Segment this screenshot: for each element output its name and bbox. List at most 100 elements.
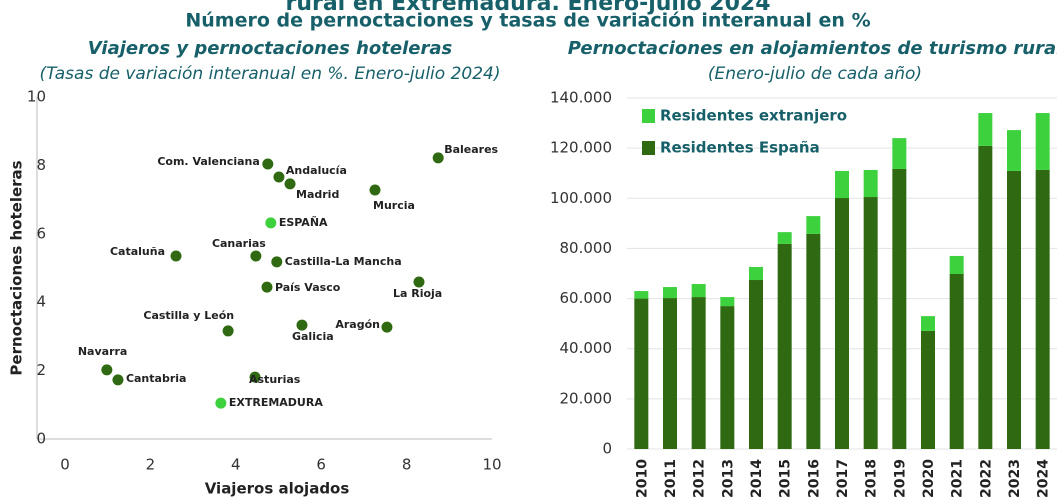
bar-segment — [777, 243, 792, 449]
y-tick-label: 0 — [602, 440, 612, 458]
x-tick-label: 2019 — [892, 459, 908, 498]
point-label: Madrid — [296, 188, 339, 201]
bar-segment — [691, 284, 706, 298]
bar-segment — [1035, 169, 1050, 449]
x-tick-label: 2013 — [720, 459, 736, 498]
point-label: Canarias — [212, 237, 266, 250]
x-tick-label: 2012 — [692, 459, 708, 498]
point — [273, 171, 285, 183]
point — [296, 319, 308, 331]
chart-subtitle: (Tasas de variación interanual en %. Ene… — [40, 64, 501, 84]
point — [262, 158, 274, 170]
point — [101, 364, 113, 376]
x-tick-label: 2021 — [950, 459, 966, 498]
x-tick-label: 0 — [60, 456, 70, 474]
point-label: Castilla y León — [143, 309, 234, 322]
point-label: EXTREMADURA — [229, 396, 323, 409]
point — [413, 276, 425, 288]
point-label: Cataluña — [110, 245, 165, 258]
point-label: Navarra — [78, 345, 128, 358]
point-label: Cantabria — [126, 372, 187, 385]
y-tick-label: 0 — [36, 430, 46, 448]
y-tick-label: 80.000 — [560, 239, 613, 257]
bar-segment — [634, 298, 649, 449]
point — [170, 250, 182, 262]
point — [112, 374, 124, 386]
bar-segment — [1007, 130, 1021, 171]
point — [265, 217, 277, 229]
x-tick-label: 2015 — [778, 459, 794, 498]
x-tick-label: 2023 — [1007, 459, 1023, 498]
x-tick-label: 2020 — [921, 459, 937, 498]
bar-segment — [749, 280, 763, 449]
x-tick-label: 2011 — [663, 459, 679, 498]
point-label: Asturias — [249, 373, 301, 386]
y-tick-label: 120.000 — [550, 139, 612, 157]
point-label: Castilla-La Mancha — [285, 255, 402, 268]
point — [381, 321, 393, 333]
bar-segment — [835, 198, 849, 449]
x-tick-label: 8 — [402, 456, 412, 474]
bar-segment — [777, 232, 792, 244]
y-tick-label: 4 — [36, 293, 46, 311]
bar-segment — [806, 233, 821, 449]
point-label: Andalucía — [286, 164, 347, 177]
y-tick-label: 140.000 — [550, 89, 612, 107]
bar-segment — [806, 216, 821, 234]
x-tick-label: 4 — [231, 456, 241, 474]
bar-segment — [634, 291, 649, 299]
y-axis-label: Pernoctaciones hoteleras — [8, 160, 26, 375]
x-tick-label: 2024 — [1036, 459, 1052, 498]
bar-segment — [863, 197, 878, 449]
x-tick-label: 6 — [316, 456, 326, 474]
point-label: Baleares — [444, 143, 498, 156]
bar-segment — [949, 255, 964, 275]
point-label: Galicia — [292, 330, 334, 343]
point — [271, 256, 283, 268]
bar-segment — [978, 145, 993, 450]
point — [261, 281, 273, 293]
bar-segment — [949, 274, 964, 449]
point — [215, 397, 227, 409]
bar-segment — [663, 287, 677, 299]
legend-swatch — [642, 141, 655, 155]
bar-segment — [720, 306, 735, 449]
bar-segment — [978, 113, 993, 146]
y-tick-label: 10 — [27, 88, 46, 106]
chart-subtitle: (Enero-julio de cada año) — [708, 64, 922, 84]
legend-swatch — [642, 109, 655, 123]
x-tick-label: 2 — [146, 456, 156, 474]
y-tick-label: 6 — [36, 224, 46, 242]
bar-segment — [921, 330, 935, 449]
point — [432, 152, 444, 164]
point-label: Aragón — [335, 318, 380, 331]
chart-title: Pernoctaciones en alojamientos de turism… — [568, 38, 1057, 59]
bar-segment — [663, 298, 677, 449]
point — [222, 325, 234, 337]
point-label: La Rioja — [393, 287, 442, 300]
point — [249, 371, 261, 383]
legend-label: Residentes España — [660, 139, 820, 157]
bar-segment — [863, 169, 878, 198]
y-tick-label: 8 — [36, 156, 46, 174]
x-tick-label: 2017 — [835, 459, 851, 498]
point — [250, 250, 262, 262]
bar-segment — [749, 266, 763, 281]
bar-segment — [921, 316, 935, 331]
point — [369, 184, 381, 196]
x-tick-label: 2018 — [864, 459, 880, 498]
point — [284, 178, 296, 190]
y-tick-label: 100.000 — [550, 189, 612, 207]
bar-segment — [720, 297, 735, 307]
page-title: rural en Extremadura. Enero-julio 2024 — [285, 0, 770, 16]
bar-segment — [835, 170, 849, 199]
bar-segment — [691, 297, 706, 449]
y-tick-label: 60.000 — [560, 289, 613, 307]
legend-label: Residentes extranjero — [660, 107, 847, 125]
x-tick-label: 2016 — [806, 459, 822, 498]
y-tick-label: 20.000 — [560, 389, 613, 407]
x-tick-label: 2010 — [634, 459, 650, 498]
y-tick-label: 40.000 — [560, 339, 613, 357]
chart-title: Viajeros y pernoctaciones hoteleras — [88, 38, 453, 59]
